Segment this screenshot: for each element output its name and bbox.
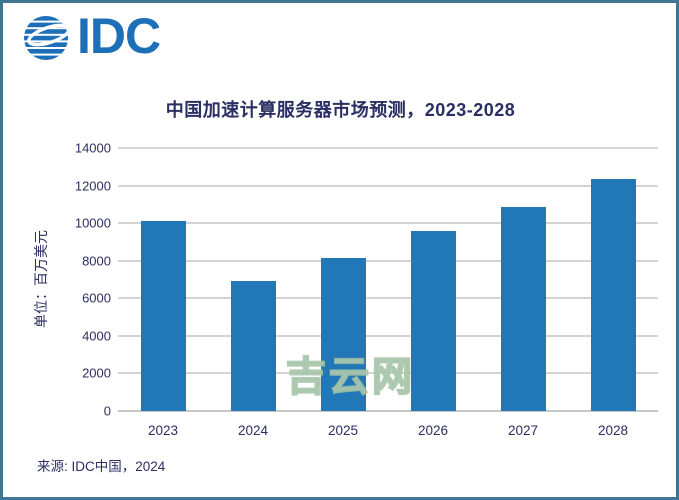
chart-title: 中国加速计算服务器市场预测，2023-2028 bbox=[165, 100, 516, 120]
bar-slot-2028 bbox=[568, 148, 658, 411]
bar-2026 bbox=[410, 230, 456, 411]
bar-2028 bbox=[590, 179, 636, 411]
y-tick-label-10000: 10000 bbox=[74, 215, 111, 231]
x-tick-label-2027: 2027 bbox=[507, 423, 539, 438]
gridline-14000 bbox=[118, 147, 658, 149]
bar-2023 bbox=[140, 221, 186, 411]
bar-2024 bbox=[230, 281, 276, 411]
y-tick-label-0: 0 bbox=[103, 403, 111, 419]
bar-slot-2026 bbox=[388, 148, 478, 411]
y-axis-tick-labels: 0 2000 4000 6000 8000 10000 12000 14000 bbox=[43, 142, 111, 418]
y-tick-label-2000: 2000 bbox=[82, 365, 111, 381]
y-tick-label-8000: 8000 bbox=[82, 253, 111, 269]
plot-area bbox=[118, 147, 658, 412]
x-axis-tick-labels: 2023 2024 2025 2026 2027 2028 bbox=[118, 423, 658, 438]
bar-2025 bbox=[320, 257, 366, 411]
bar-slot-2027 bbox=[478, 148, 568, 411]
x-tick-label-2023: 2023 bbox=[147, 423, 179, 438]
y-tick-label-12000: 12000 bbox=[74, 178, 111, 194]
y-tick-label-6000: 6000 bbox=[82, 290, 111, 306]
x-tick-label-2028: 2028 bbox=[597, 423, 629, 438]
bar-2027 bbox=[500, 207, 546, 411]
gridline-8000 bbox=[118, 260, 658, 262]
idc-globe-icon bbox=[22, 14, 70, 62]
gridline-12000 bbox=[118, 185, 658, 187]
x-tick-label-2024: 2024 bbox=[237, 423, 269, 438]
x-tick-label-2025: 2025 bbox=[327, 423, 359, 438]
bar-slot-2023 bbox=[118, 148, 208, 411]
bar-slot-2025 bbox=[298, 148, 388, 411]
gridline-6000 bbox=[118, 297, 658, 299]
source-note: 来源: IDC中国，2024 bbox=[37, 459, 166, 474]
y-tick-label-4000: 4000 bbox=[82, 328, 111, 344]
x-tick-label-2026: 2026 bbox=[417, 423, 449, 438]
gridline-10000 bbox=[118, 222, 658, 224]
gridline-2000 bbox=[118, 372, 658, 374]
idc-logo-text: IDC bbox=[77, 8, 161, 64]
idc-logo: IDC bbox=[22, 8, 161, 64]
y-tick-label-14000: 14000 bbox=[74, 140, 111, 156]
gridline-0 bbox=[118, 410, 658, 412]
gridline-4000 bbox=[118, 335, 658, 337]
bar-slot-2024 bbox=[208, 148, 298, 411]
bar-series bbox=[118, 148, 658, 411]
